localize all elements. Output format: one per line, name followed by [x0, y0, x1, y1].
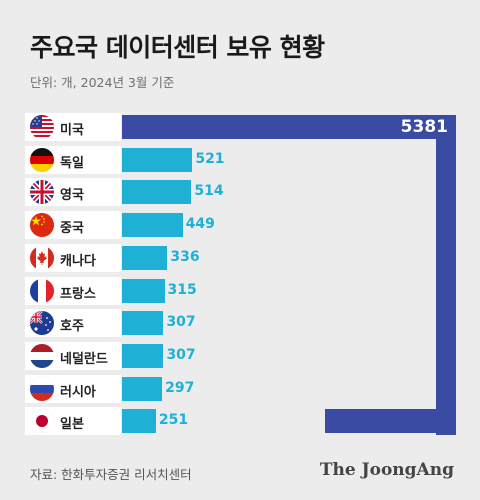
bar — [122, 180, 192, 205]
australia-flag-icon — [30, 311, 54, 336]
value-label: 307 — [166, 346, 196, 363]
country-label: 미국 — [60, 123, 84, 138]
value-label: 297 — [165, 379, 195, 396]
source-note: 자료: 한화투자증권 리서치센터 — [30, 467, 192, 482]
value-label: 315 — [167, 281, 197, 298]
france-flag-icon — [30, 278, 54, 303]
canada-flag-icon — [30, 245, 54, 270]
russia-flag-icon — [30, 376, 54, 401]
country-label: 네덜란드 — [60, 351, 108, 367]
highlight-bar-break-foot — [325, 409, 456, 434]
value-label: 514 — [194, 183, 224, 200]
us-flag-icon — [30, 115, 54, 139]
bar — [122, 343, 164, 368]
value-label: 336 — [170, 248, 200, 265]
highlight-bar — [122, 115, 456, 139]
value-label: 449 — [185, 216, 215, 233]
country-label: 러시아 — [60, 384, 96, 400]
country-label: 호주 — [60, 319, 84, 335]
bar — [122, 147, 193, 172]
bar — [122, 376, 163, 401]
bar — [122, 245, 168, 270]
country-label: 영국 — [60, 188, 84, 204]
brand-logo: The JoongAng — [319, 460, 454, 480]
japan-flag-icon — [30, 409, 54, 434]
bar — [122, 311, 164, 336]
highlight-value-label: 5381 — [400, 117, 448, 137]
bar — [122, 213, 183, 238]
bar — [122, 278, 165, 303]
country-label: 캐나다 — [60, 253, 96, 269]
germany-flag-icon — [30, 147, 54, 172]
country-label: 독일 — [60, 155, 84, 171]
value-label: 251 — [158, 412, 189, 429]
china-flag-icon — [30, 213, 54, 238]
chart-title: 주요국 데이터센터 보유 현황 — [30, 33, 325, 62]
bar — [122, 409, 156, 434]
highlight-bar-break-column — [436, 115, 456, 436]
unit-note: 단위: 개, 2024년 3월 기준 — [30, 75, 175, 90]
value-label: 521 — [195, 150, 225, 167]
netherlands-flag-icon — [30, 343, 54, 368]
value-label: 307 — [166, 314, 196, 331]
country-label: 중국 — [60, 221, 84, 237]
country-label: 일본 — [60, 417, 84, 433]
country-label: 프랑스 — [60, 286, 96, 302]
